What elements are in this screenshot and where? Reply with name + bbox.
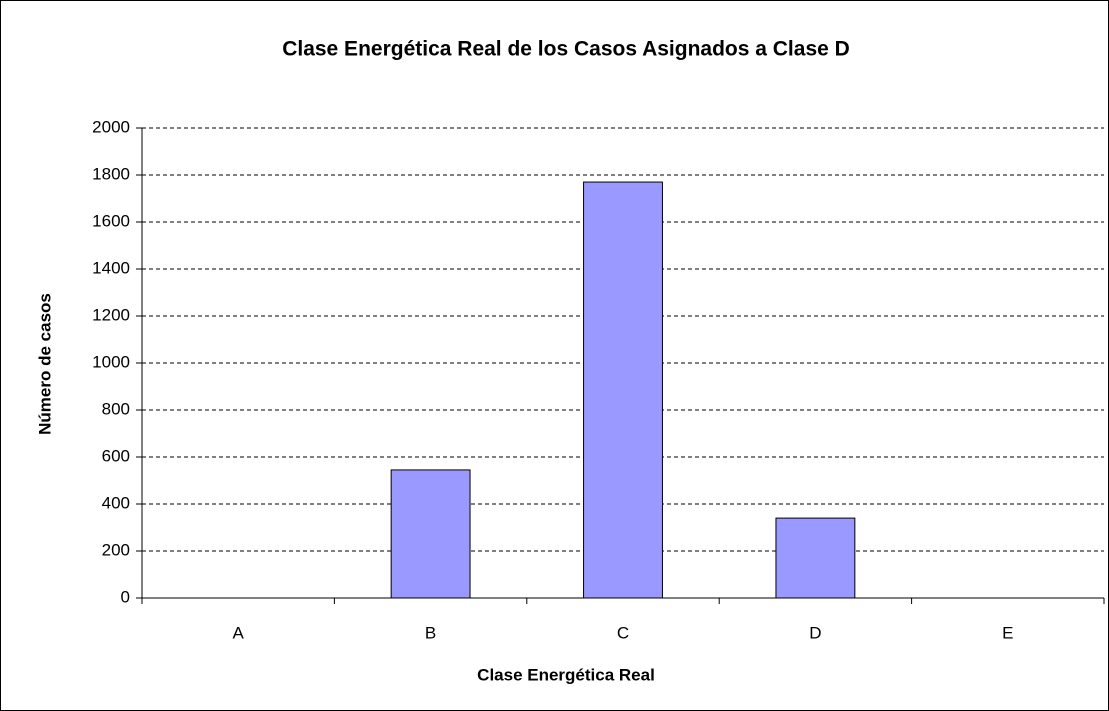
x-tick-label: D	[809, 623, 821, 642]
x-tick-label: C	[617, 623, 629, 642]
bar	[775, 517, 856, 599]
bar	[583, 181, 663, 599]
y-tick-label: 2000	[92, 117, 130, 136]
chart-title: Clase Energética Real de los Casos Asign…	[282, 38, 850, 61]
x-tick-label: A	[233, 623, 245, 642]
y-tick-label: 200	[102, 540, 130, 559]
y-axis-label: Número de casos	[35, 293, 54, 435]
y-tick-label: 1600	[92, 211, 130, 230]
y-tick-label: 600	[102, 446, 130, 465]
y-tick-label: 0	[121, 587, 130, 606]
x-axis-label: Clase Energética Real	[477, 665, 655, 684]
y-tick-label: 800	[102, 399, 130, 418]
y-tick-label: 400	[102, 493, 130, 512]
y-tick-label: 1000	[92, 352, 130, 371]
x-tick-label: E	[1002, 623, 1013, 642]
x-tick-label: B	[425, 623, 436, 642]
bar	[390, 469, 471, 599]
y-tick-label: 1200	[92, 305, 130, 324]
y-tick-label: 1800	[92, 164, 130, 183]
y-tick-label: 1400	[92, 258, 130, 277]
